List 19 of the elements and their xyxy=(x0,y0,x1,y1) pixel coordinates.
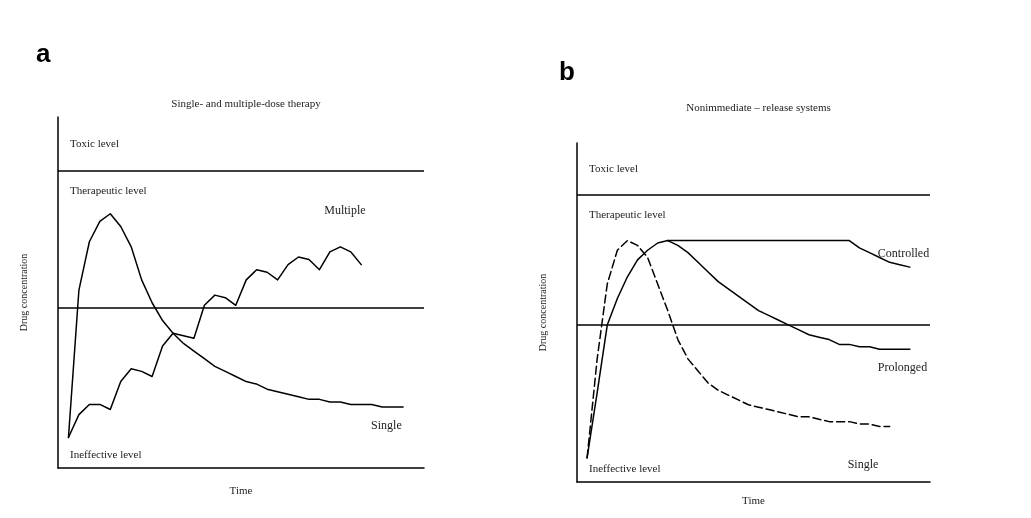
series-label: Controlled xyxy=(877,246,930,261)
text: Toxic level xyxy=(589,162,639,175)
x-axis-title: Time xyxy=(229,483,253,496)
annotation: Ineffective level xyxy=(589,461,661,474)
text: b xyxy=(559,56,575,86)
series-label: Single xyxy=(371,417,402,432)
x-axis-title: Time xyxy=(742,494,766,507)
text: Single xyxy=(847,457,879,472)
annotation: Ineffective level xyxy=(70,447,142,460)
series-label: Prolonged xyxy=(877,360,928,375)
text: Toxic level xyxy=(70,137,120,150)
y-axis-title: Drug concentration xyxy=(17,253,29,332)
text: Therapeutic level xyxy=(70,184,147,197)
text: Multiple xyxy=(324,202,366,217)
text: a xyxy=(36,38,51,68)
text: Therapeutic level xyxy=(589,208,666,221)
chart-title: Nonimmediate – release systems xyxy=(686,100,831,113)
y-axis-title: Drug concentration xyxy=(536,273,548,352)
chart-title: Single- and multiple-dose therapy xyxy=(171,96,322,109)
